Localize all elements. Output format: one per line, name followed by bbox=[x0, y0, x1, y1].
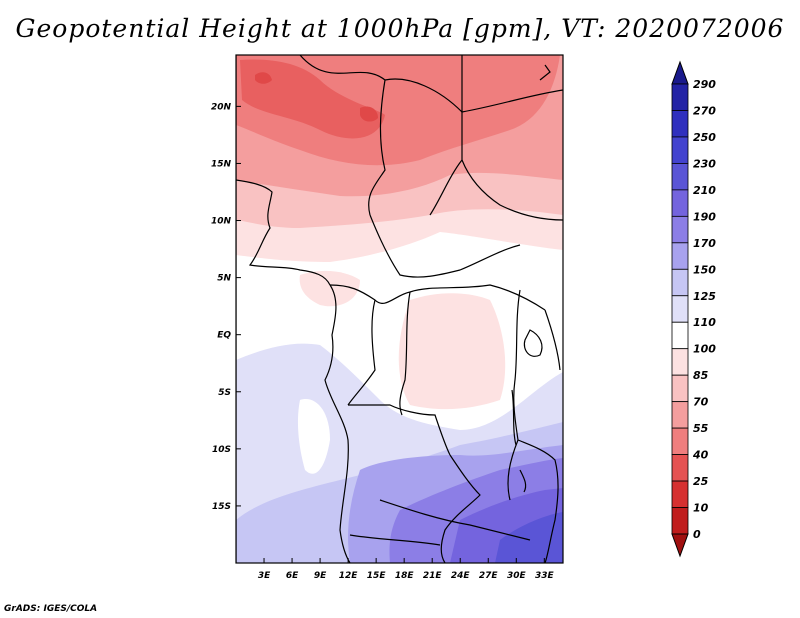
colorbar-label: 110 bbox=[693, 316, 716, 329]
lon-tick-label: 30E bbox=[507, 571, 527, 581]
colorbar-swatch bbox=[671, 321, 689, 350]
colorbar-label: 40 bbox=[692, 449, 709, 462]
lat-tick-label: 20N bbox=[211, 102, 232, 112]
colorbar-label: 25 bbox=[693, 475, 709, 488]
colorbar-swatch bbox=[671, 189, 689, 217]
colorbar-swatch bbox=[671, 163, 689, 191]
colorbar-swatch bbox=[671, 268, 689, 297]
colorbar-swatch bbox=[671, 374, 689, 403]
colorbar-bottom-arrow bbox=[671, 533, 689, 558]
lon-tick-label: 18E bbox=[395, 571, 415, 581]
colorbar-swatch bbox=[671, 427, 689, 455]
coastlines-borders bbox=[236, 55, 563, 563]
colorbar-label: 170 bbox=[693, 237, 716, 250]
colorbar-swatch bbox=[671, 348, 689, 376]
colorbar-label: 190 bbox=[693, 210, 716, 223]
colorbar-label: 100 bbox=[693, 343, 716, 356]
lon-tick-label: 12E bbox=[339, 571, 359, 581]
lat-tick-label: 5N bbox=[217, 274, 231, 284]
latitude-axis: 20N 15N 10N 5N EQ 5S 10S 15S bbox=[211, 102, 241, 512]
lon-tick-label: 27E bbox=[479, 571, 499, 581]
colorbar-swatch bbox=[671, 83, 689, 111]
colorbar-swatch bbox=[671, 507, 689, 535]
colorbar: 2902702502302101901701501251101008570554… bbox=[671, 60, 716, 558]
longitude-axis: 3E 6E 9E 12E 15E 18E 21E 24E 27E 30E 33E bbox=[258, 558, 555, 581]
lat-tick-label: 15S bbox=[212, 502, 231, 512]
lat-tick-label: 15N bbox=[211, 159, 232, 169]
colorbar-swatch bbox=[671, 401, 689, 429]
colorbar-label: 125 bbox=[693, 290, 716, 303]
colorbar-swatch bbox=[671, 242, 689, 270]
lon-tick-label: 6E bbox=[286, 571, 299, 581]
lon-tick-label: 15E bbox=[367, 571, 387, 581]
colorbar-label: 150 bbox=[693, 263, 716, 276]
colorbar-label: 270 bbox=[693, 104, 716, 117]
map-title: Geopotential Height at 1000hPa [gpm], VT… bbox=[15, 14, 785, 43]
colorbar-label: 230 bbox=[693, 157, 716, 170]
colorbar-swatch bbox=[671, 110, 689, 138]
colorbar-label: 250 bbox=[693, 131, 716, 144]
lat-tick-label: EQ bbox=[217, 331, 231, 341]
colorbar-label: 0 bbox=[693, 528, 701, 541]
map-frame bbox=[235, 54, 564, 564]
colorbar-swatch bbox=[671, 136, 689, 164]
lon-tick-label: 33E bbox=[535, 571, 555, 581]
lat-tick-label: 10S bbox=[212, 445, 231, 455]
colorbar-label: 290 bbox=[693, 78, 716, 91]
colorbar-label: 70 bbox=[693, 396, 709, 409]
height-field bbox=[236, 55, 563, 563]
colorbar-label: 10 bbox=[693, 502, 709, 515]
colorbar-label: 85 bbox=[693, 369, 709, 382]
colorbar-swatch bbox=[671, 295, 689, 323]
colorbar-swatch bbox=[671, 215, 689, 244]
lat-tick-label: 5S bbox=[218, 388, 231, 398]
grads-credit: GrADS: IGES/COLA bbox=[4, 604, 98, 614]
colorbar-swatch bbox=[671, 480, 689, 508]
colorbar-top-arrow bbox=[671, 60, 689, 85]
colorbar-label: 55 bbox=[693, 422, 709, 435]
lon-tick-label: 3E bbox=[258, 571, 271, 581]
lon-tick-label: 24E bbox=[451, 571, 471, 581]
colorbar-swatch bbox=[671, 454, 689, 482]
lat-tick-label: 10N bbox=[211, 217, 232, 227]
lon-tick-label: 9E bbox=[314, 571, 327, 581]
lon-tick-label: 21E bbox=[423, 571, 443, 581]
colorbar-label: 210 bbox=[693, 184, 716, 197]
